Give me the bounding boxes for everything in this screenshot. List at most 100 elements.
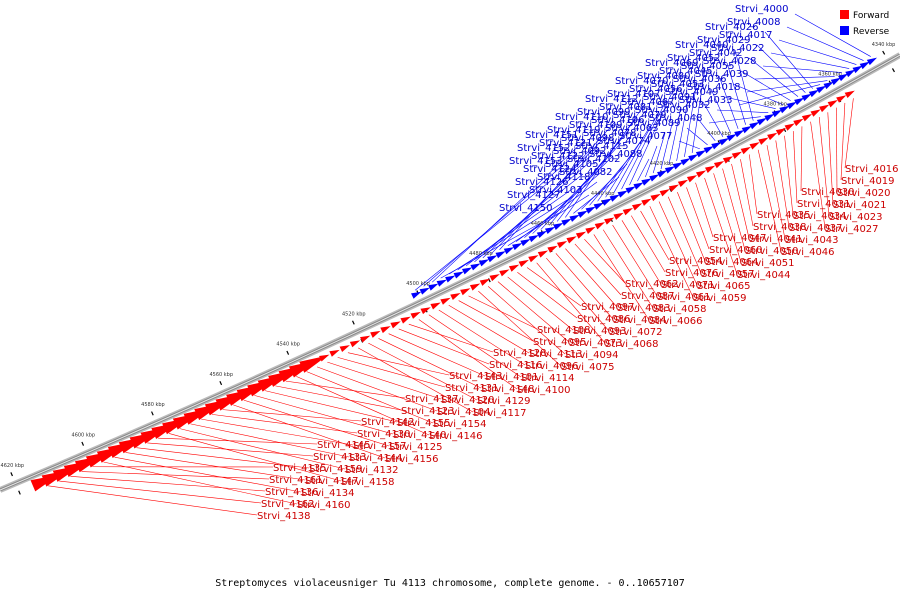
forward-gene-label: Strvi_4140 — [393, 430, 447, 441]
reverse-feature — [711, 142, 722, 150]
forward-feature — [410, 311, 421, 319]
forward-feature — [489, 274, 500, 282]
forward-gene-label: Strvi_4046 — [781, 247, 835, 258]
reverse-leader — [748, 57, 799, 97]
forward-leader — [418, 319, 518, 390]
reverse-feature — [577, 210, 588, 218]
reverse-gene-label: Strvi_4008 — [727, 17, 781, 28]
reverse-leader — [746, 80, 828, 93]
forward-leader — [254, 395, 394, 435]
forward-feature — [695, 170, 707, 178]
reverse-gene-label: Strvi_4088 — [589, 149, 643, 160]
forward-leader — [243, 399, 390, 447]
tick-label: 4500 kbp — [406, 281, 430, 287]
reverse-feature — [544, 226, 556, 234]
forward-leader — [840, 102, 846, 181]
reverse-leader — [770, 52, 850, 69]
reverse-gene-label: Strvi_4092 — [553, 146, 607, 157]
forward-feature — [278, 365, 307, 383]
forward-feature — [613, 212, 624, 220]
forward-gene-label: Strvi_4100 — [517, 385, 571, 396]
forward-gene-label: Strvi_4136 — [265, 487, 319, 498]
reverse-feature — [470, 263, 481, 271]
forward-leader — [536, 262, 606, 344]
forward-gene-label: Strvi_4035 — [757, 210, 811, 221]
forward-gene-label: Strvi_4038 — [753, 222, 807, 233]
forward-feature — [63, 460, 92, 478]
forward-feature — [41, 470, 70, 487]
forward-gene-label: Strvi_4131 — [445, 383, 499, 394]
forward-leader — [686, 187, 710, 250]
reverse-feature — [734, 129, 745, 138]
forward-feature — [107, 441, 136, 459]
forward-leader — [285, 380, 406, 399]
forward-leader — [593, 234, 650, 321]
reverse-gene-label: Strvi_4032 — [657, 100, 711, 111]
forward-leader — [136, 447, 310, 469]
forward-gene-label: Strvi_4145 — [317, 440, 371, 451]
forward-leader — [546, 257, 610, 332]
reverse-feature — [726, 133, 737, 142]
forward-gene-label: Strvi_4135 — [273, 463, 327, 474]
reverse-leader — [732, 83, 784, 105]
forward-gene-label: Strvi_4041 — [749, 234, 803, 245]
forward-gene-label: Strvi_4076 — [665, 268, 719, 279]
reverse-leader — [423, 152, 578, 287]
reverse-feature — [512, 243, 523, 251]
forward-feature — [827, 99, 838, 108]
forward-leader — [408, 323, 494, 353]
reverse-gene-label: Strvi_4124 — [523, 164, 577, 175]
reverse-leader — [702, 101, 724, 137]
reverse-feature — [823, 81, 834, 90]
forward-leader — [337, 357, 446, 388]
forward-gene-label: Strvi_4068 — [605, 339, 659, 350]
forward-gene-label: Strvi_4132 — [345, 465, 399, 476]
reverse-gene-label: Strvi_4074 — [597, 136, 651, 147]
reverse-feature — [771, 109, 783, 118]
forward-gene-label: Strvi_4159 — [309, 464, 363, 475]
forward-gene-label: Strvi_4156 — [385, 454, 439, 465]
reverse-gene-label: Strvi_4109 — [569, 120, 623, 131]
forward-gene-label: Strvi_4160 — [297, 500, 351, 511]
reverse-feature — [838, 73, 849, 82]
reverse-feature — [866, 57, 878, 66]
reverse-gene-label: Strvi_4126 — [515, 177, 569, 188]
reverse-gene-label: Strvi_4052 — [667, 53, 721, 64]
forward-gene-label: Strvi_4117 — [473, 408, 527, 419]
reverse-gene-label: Strvi_4070 — [615, 76, 669, 87]
forward-leader-lines — [48, 98, 854, 516]
forward-leader — [70, 475, 266, 492]
forward-leader — [775, 140, 790, 228]
reverse-gene-label: Strvi_4017 — [719, 30, 773, 41]
reverse-leader-lines — [414, 13, 871, 291]
forward-leader — [640, 210, 670, 261]
reverse-feature — [495, 251, 506, 259]
forward-gene-label: Strvi_4031 — [797, 199, 851, 210]
reverse-leader — [676, 93, 690, 161]
reverse-leader — [573, 176, 620, 214]
reverse-feature — [419, 287, 430, 295]
forward-leader — [147, 442, 314, 457]
reverse-leader — [718, 75, 739, 129]
forward-leader — [740, 159, 754, 227]
reverse-leader — [726, 62, 746, 125]
forward-gene-label: Strvi_4154 — [433, 419, 487, 430]
forward-leader — [584, 238, 626, 284]
forward-leader — [792, 131, 798, 204]
reverse-leader — [532, 155, 614, 234]
forward-gene-label: Strvi_4043 — [785, 235, 839, 246]
forward-feature — [836, 95, 847, 103]
forward-leader — [48, 485, 258, 516]
forward-gene-label: Strvi_4162 — [261, 499, 315, 510]
reverse-feature — [695, 150, 707, 158]
reverse-leader — [540, 142, 622, 230]
reverse-leader — [597, 137, 644, 202]
forward-gene-label: Strvi_4054 — [669, 256, 723, 267]
reverse-gene-label: Strvi_4056 — [629, 84, 683, 95]
forward-gene-label: Strvi_4044 — [737, 270, 791, 281]
forward-feature — [450, 292, 461, 301]
forward-feature — [194, 403, 223, 421]
forward-gene-label: Strvi_4155 — [397, 418, 451, 429]
forward-feature — [30, 474, 59, 492]
tick-label: 4380 kbp — [763, 101, 787, 107]
